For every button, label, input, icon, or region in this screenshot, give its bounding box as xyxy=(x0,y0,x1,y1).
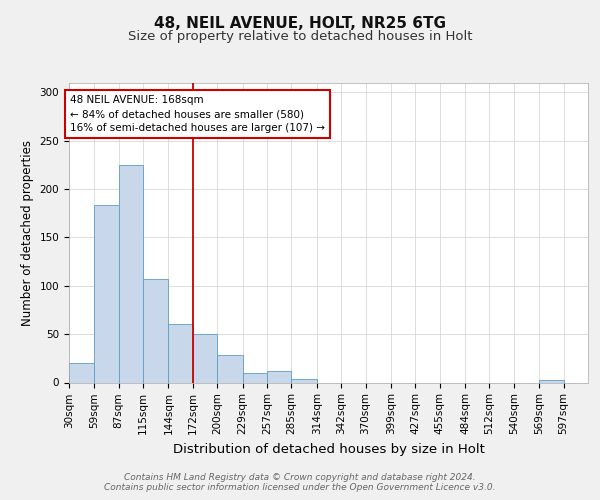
Bar xyxy=(169,324,193,382)
Bar xyxy=(69,363,94,382)
X-axis label: Distribution of detached houses by size in Holt: Distribution of detached houses by size … xyxy=(173,442,484,456)
Bar xyxy=(143,279,169,382)
Text: Size of property relative to detached houses in Holt: Size of property relative to detached ho… xyxy=(128,30,472,43)
Text: 48, NEIL AVENUE, HOLT, NR25 6TG: 48, NEIL AVENUE, HOLT, NR25 6TG xyxy=(154,16,446,31)
Bar xyxy=(217,356,242,382)
Bar xyxy=(539,380,563,382)
Bar xyxy=(94,206,119,382)
Bar xyxy=(242,373,267,382)
Text: Contains HM Land Registry data © Crown copyright and database right 2024.
Contai: Contains HM Land Registry data © Crown c… xyxy=(104,473,496,492)
Bar xyxy=(292,378,317,382)
Text: 48 NEIL AVENUE: 168sqm
← 84% of detached houses are smaller (580)
16% of semi-de: 48 NEIL AVENUE: 168sqm ← 84% of detached… xyxy=(70,95,325,133)
Bar xyxy=(193,334,217,382)
Bar xyxy=(119,165,143,382)
Bar xyxy=(267,371,292,382)
Y-axis label: Number of detached properties: Number of detached properties xyxy=(21,140,34,326)
